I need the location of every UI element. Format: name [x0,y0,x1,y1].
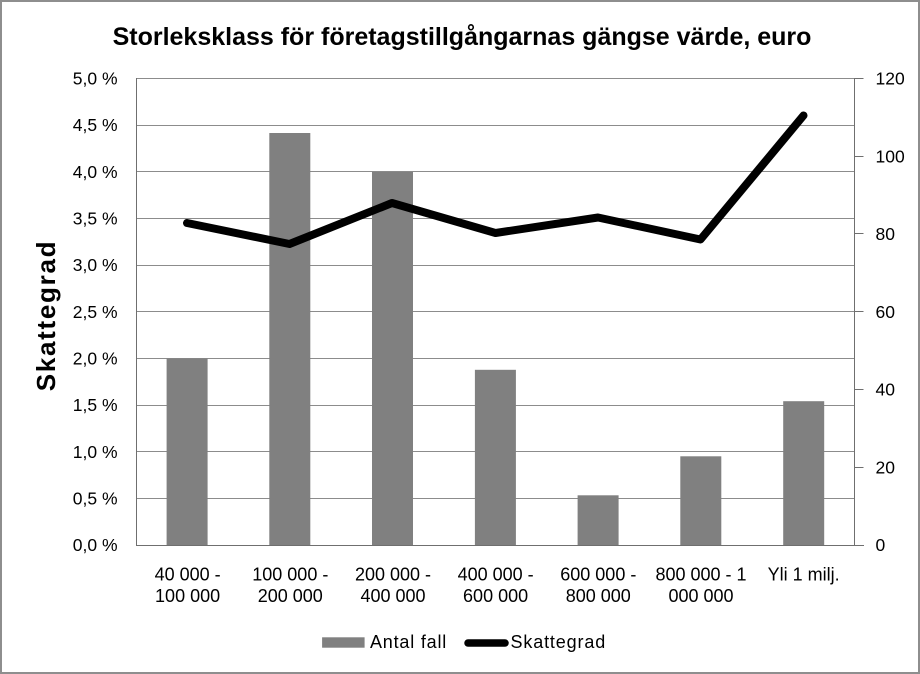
svg-text:3,5 %: 3,5 % [73,209,118,229]
svg-text:000 000: 000 000 [668,586,733,606]
svg-text:2,5 %: 2,5 % [73,302,118,322]
svg-text:Skattegrad: Skattegrad [31,240,61,391]
svg-text:800 000 - 1: 800 000 - 1 [655,564,746,584]
svg-text:40: 40 [876,380,896,400]
svg-text:Yli 1 milj.: Yli 1 milj. [768,564,840,584]
svg-text:600 000: 600 000 [463,586,528,606]
svg-text:400 000: 400 000 [360,586,425,606]
svg-text:120: 120 [876,69,905,89]
svg-text:200 000: 200 000 [258,586,323,606]
svg-text:1,5 %: 1,5 % [73,395,118,415]
svg-text:60: 60 [876,302,896,322]
svg-text:200 000 -: 200 000 - [355,564,431,584]
svg-text:100 000: 100 000 [155,586,220,606]
svg-text:2,0 %: 2,0 % [73,349,118,369]
svg-text:3,0 %: 3,0 % [73,255,118,275]
svg-text:800 000: 800 000 [566,586,631,606]
svg-text:40 000 -: 40 000 - [155,564,221,584]
svg-text:80: 80 [876,224,896,244]
svg-text:100: 100 [876,146,905,166]
svg-text:1,0 %: 1,0 % [73,442,118,462]
svg-text:0: 0 [876,535,886,555]
svg-text:4,5 %: 4,5 % [73,115,118,135]
svg-text:600 000 -: 600 000 - [560,564,636,584]
svg-text:0,5 %: 0,5 % [73,488,118,508]
svg-text:400 000 -: 400 000 - [458,564,534,584]
svg-text:0,0 %: 0,0 % [73,535,118,555]
svg-text:Skattegrad: Skattegrad [511,632,607,652]
svg-text:Storleksklass för företagstill: Storleksklass för företagstillgångarnas … [113,23,812,51]
svg-text:4,0 %: 4,0 % [73,162,118,182]
svg-text:5,0 %: 5,0 % [73,69,118,89]
svg-text:100 000 -: 100 000 - [252,564,328,584]
svg-text:20: 20 [876,457,896,477]
svg-text:Antal fall: Antal fall [370,632,447,652]
